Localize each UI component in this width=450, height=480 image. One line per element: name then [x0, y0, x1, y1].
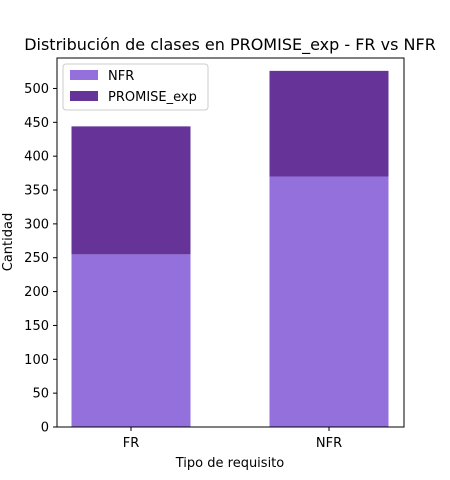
y-tick-label: 300 — [24, 217, 49, 232]
plot-frame — [56, 57, 405, 428]
y-tick-label: 350 — [24, 184, 49, 199]
y-tick-label: 250 — [24, 251, 49, 266]
x-axis-title: Tipo de requisito — [175, 456, 285, 471]
y-axis-ticks: 0 50 100 150 200 250 300 350 400 450 500 — [24, 82, 57, 436]
y-tick-label: 100 — [24, 353, 49, 368]
y-tick-label: 400 — [24, 150, 49, 165]
x-tick-label: FR — [123, 436, 140, 451]
legend-swatch-nfr — [70, 70, 98, 80]
x-axis-ticks: FR NFR — [123, 427, 342, 451]
bar-fr-nfr — [71, 254, 191, 427]
bars-group — [71, 70, 389, 427]
x-tick-label: NFR — [316, 436, 342, 451]
legend-frame — [62, 63, 209, 111]
y-tick-label: 50 — [32, 387, 49, 402]
bar-nfr-nfr — [269, 176, 389, 427]
chart-title: Distribución de clases en PROMISE_exp - … — [24, 35, 436, 55]
y-tick-label: 500 — [24, 82, 49, 97]
legend-label-nfr: NFR — [108, 69, 134, 84]
y-tick-label: 150 — [24, 319, 49, 334]
y-tick-label: 450 — [24, 116, 49, 131]
legend-swatch-promise-exp — [70, 91, 98, 101]
bar-nfr-promise-exp — [269, 70, 389, 177]
y-axis-title: Cantidad — [1, 213, 16, 271]
y-tick-label: 200 — [24, 285, 49, 300]
legend: NFR PROMISE_exp — [62, 63, 209, 111]
y-tick-label: 0 — [41, 421, 49, 436]
legend-label-promise-exp: PROMISE_exp — [108, 90, 197, 105]
bar-fr-promise-exp — [71, 126, 191, 255]
